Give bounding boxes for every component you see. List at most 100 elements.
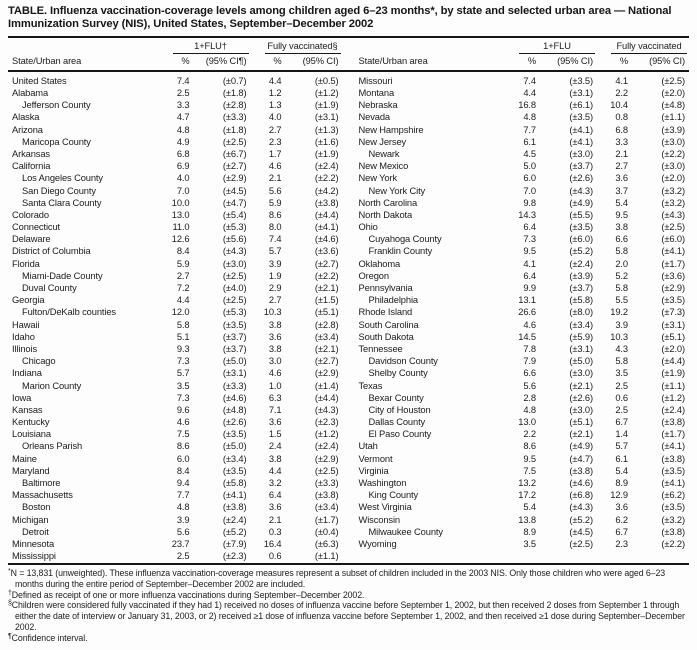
flu-pct-cell: 8.6 xyxy=(523,441,536,452)
flu-ci-cell: (±5.5) xyxy=(569,209,593,220)
flu-ci-cell: (±5.8) xyxy=(569,295,593,306)
flu-pct-cell: 5.1 xyxy=(176,331,190,342)
fully-pct-cell: 2.7 xyxy=(615,161,628,172)
flu-pct-header: % xyxy=(527,55,536,66)
fully-ci-cell: (±4.3) xyxy=(661,209,685,220)
fully-ci-cell: (±4.6) xyxy=(314,234,339,245)
state-name-cell: Bexar County xyxy=(368,392,424,403)
flu-pct-cell: 4.4 xyxy=(176,295,190,306)
flu-pct-cell: 6.0 xyxy=(176,453,190,464)
state-name-cell: Jefferson County xyxy=(22,100,91,111)
fully-pct-cell: 3.8 xyxy=(615,222,628,233)
table-body: United States 7.4 (±0.7) 4.4 (±0.5) Alabama 2.… xyxy=(8,72,689,563)
state-name-cell: Illinois xyxy=(12,343,38,354)
table-row: Alabama 2.5 (±1.8) 1.2 (±1.2) xyxy=(8,87,343,99)
flu-pct-cell: 4.8 xyxy=(523,112,536,123)
table-row: Iowa 7.3 (±4.6) 6.3 (±4.4) xyxy=(8,392,343,404)
flu-ci-cell: (±3.0) xyxy=(569,368,593,379)
state-name-cell: Wyoming xyxy=(358,538,397,549)
table-header: 1+FLU† Fully vaccinated§ State/Urban are… xyxy=(8,38,689,69)
table-row: Philadelphia 13.1 (±5.8) 5.5 (±3.5) xyxy=(355,294,690,306)
state-name-cell: City of Houston xyxy=(368,404,431,415)
col-group-fully-right: Fully vaccinated xyxy=(611,40,687,54)
fully-pct-cell: 9.5 xyxy=(615,209,628,220)
fully-ci-cell: (±4.4) xyxy=(661,356,685,367)
fully-ci-cell: (±2.2) xyxy=(661,538,685,549)
flu-ci-cell: (±5.2) xyxy=(222,526,247,537)
fully-ci-cell: (±3.4) xyxy=(314,331,339,342)
table-row: Jefferson County 3.3 (±2.8) 1.3 (±1.9) xyxy=(8,99,343,111)
table-row: New Hampshire 7.7 (±4.1) 6.8 (±3.9) xyxy=(355,124,690,136)
flu-pct-cell: 7.4 xyxy=(523,75,536,86)
flu-ci-cell: (±3.7) xyxy=(569,161,593,172)
flu-ci-cell: (±4.1) xyxy=(569,124,593,135)
flu-pct-cell: 3.5 xyxy=(176,380,190,391)
flu-pct-cell: 6.4 xyxy=(523,222,536,233)
fully-pct-cell: 4.4 xyxy=(268,75,282,86)
fully-pct-cell: 3.8 xyxy=(268,319,282,330)
state-name-cell: South Dakota xyxy=(358,331,414,342)
flu-pct-cell: 9.6 xyxy=(176,404,190,415)
flu-pct-cell: 5.4 xyxy=(523,502,536,513)
fully-pct-cell: 2.1 xyxy=(615,148,628,159)
flu-ci-cell: (±5.3) xyxy=(222,307,247,318)
fully-ci-cell: (±1.5) xyxy=(314,295,339,306)
table-row: Baltimore 9.4 (±5.8) 3.2 (±3.3) xyxy=(8,477,343,489)
group-spacer xyxy=(8,40,159,54)
fully-ci-cell: (±3.8) xyxy=(661,453,685,464)
state-name-cell: Vermont xyxy=(358,453,393,464)
table-row: Georgia 4.4 (±2.5) 2.7 (±1.5) xyxy=(8,294,343,306)
state-name-cell: Florida xyxy=(12,258,40,269)
flu-ci-cell: (±4.1) xyxy=(569,136,593,147)
table-row: Milwaukee County 8.9 (±4.5) 6.7 (±3.8) xyxy=(355,526,690,538)
flu-ci-cell: (±5.0) xyxy=(569,356,593,367)
footnotes: *N = 13,831 (unweighted). These influenz… xyxy=(8,568,689,643)
fully-ci-cell: (±1.9) xyxy=(314,148,339,159)
table-row: South Carolina 4.6 (±3.4) 3.9 (±3.1) xyxy=(355,319,690,331)
fully-pct-cell: 3.5 xyxy=(615,368,628,379)
state-name-cell: Detroit xyxy=(22,526,49,537)
fully-ci-cell: (±7.3) xyxy=(661,307,685,318)
table-row: Tennessee 7.8 (±3.1) 4.3 (±2.0) xyxy=(355,343,690,355)
fully-pct-cell: 3.8 xyxy=(268,453,282,464)
flu-ci-cell: (±3.5) xyxy=(222,465,247,476)
flu-pct-cell: 4.1 xyxy=(523,258,536,269)
table-row: Missouri 7.4 (±3.5) 4.1 (±2.5) xyxy=(355,75,690,87)
fully-pct-cell: 6.1 xyxy=(615,453,628,464)
flu-pct-cell: 12.0 xyxy=(171,307,190,318)
flu-ci-cell: (±4.8) xyxy=(222,404,247,415)
table-row: Vermont 9.5 (±4.7) 6.1 (±3.8) xyxy=(355,453,690,465)
flu-pct-cell: 11.0 xyxy=(172,222,190,233)
fully-ci-cell: (±4.1) xyxy=(314,222,339,233)
fully-ci-cell: (±1.2) xyxy=(661,392,685,403)
state-name-cell: Dallas County xyxy=(368,417,426,428)
fully-pct-cell: 2.3 xyxy=(615,538,628,549)
table-row: Chicago 7.3 (±5.0) 3.0 (±2.7) xyxy=(8,355,343,367)
flu-pct-cell: 7.8 xyxy=(523,343,536,354)
flu-ci-cell: (±3.8) xyxy=(569,465,593,476)
fully-pct-cell: 10.4 xyxy=(610,100,628,111)
fully-ci-cell: (±2.9) xyxy=(314,368,339,379)
table-row: Davidson County 7.9 (±5.0) 5.8 (±4.4) xyxy=(355,355,690,367)
state-name-cell: Miami-Dade County xyxy=(22,270,103,281)
state-name-cell: Texas xyxy=(358,380,383,391)
state-name-cell: California xyxy=(12,161,51,172)
fully-ci-cell: (±2.0) xyxy=(661,173,685,184)
table-row: Delaware 12.6 (±5.6) 7.4 (±4.6) xyxy=(8,233,343,245)
fully-pct-cell: 8.6 xyxy=(268,209,282,220)
flu-ci-cell: (±6.7) xyxy=(222,148,247,159)
flu-pct-cell: 3.5 xyxy=(523,538,536,549)
state-name-cell: Arizona xyxy=(12,124,43,135)
flu-pct-cell: 6.6 xyxy=(523,368,536,379)
fully-pct-cell: 3.8 xyxy=(268,343,282,354)
flu-pct-cell: 8.4 xyxy=(176,246,190,257)
fully-pct-cell: 4.6 xyxy=(268,161,282,172)
flu-pct-cell: 4.9 xyxy=(176,136,190,147)
flu-pct-cell: 9.5 xyxy=(523,246,536,257)
state-name-cell: Franklin County xyxy=(368,246,433,257)
fully-pct-cell: 7.1 xyxy=(268,404,282,415)
state-name-cell: Nevada xyxy=(358,112,391,123)
col-group-1flu-left: 1+FLU† xyxy=(172,40,249,54)
fully-ci-cell: (±1.9) xyxy=(314,100,339,111)
state-name-cell: Alaska xyxy=(12,112,40,123)
